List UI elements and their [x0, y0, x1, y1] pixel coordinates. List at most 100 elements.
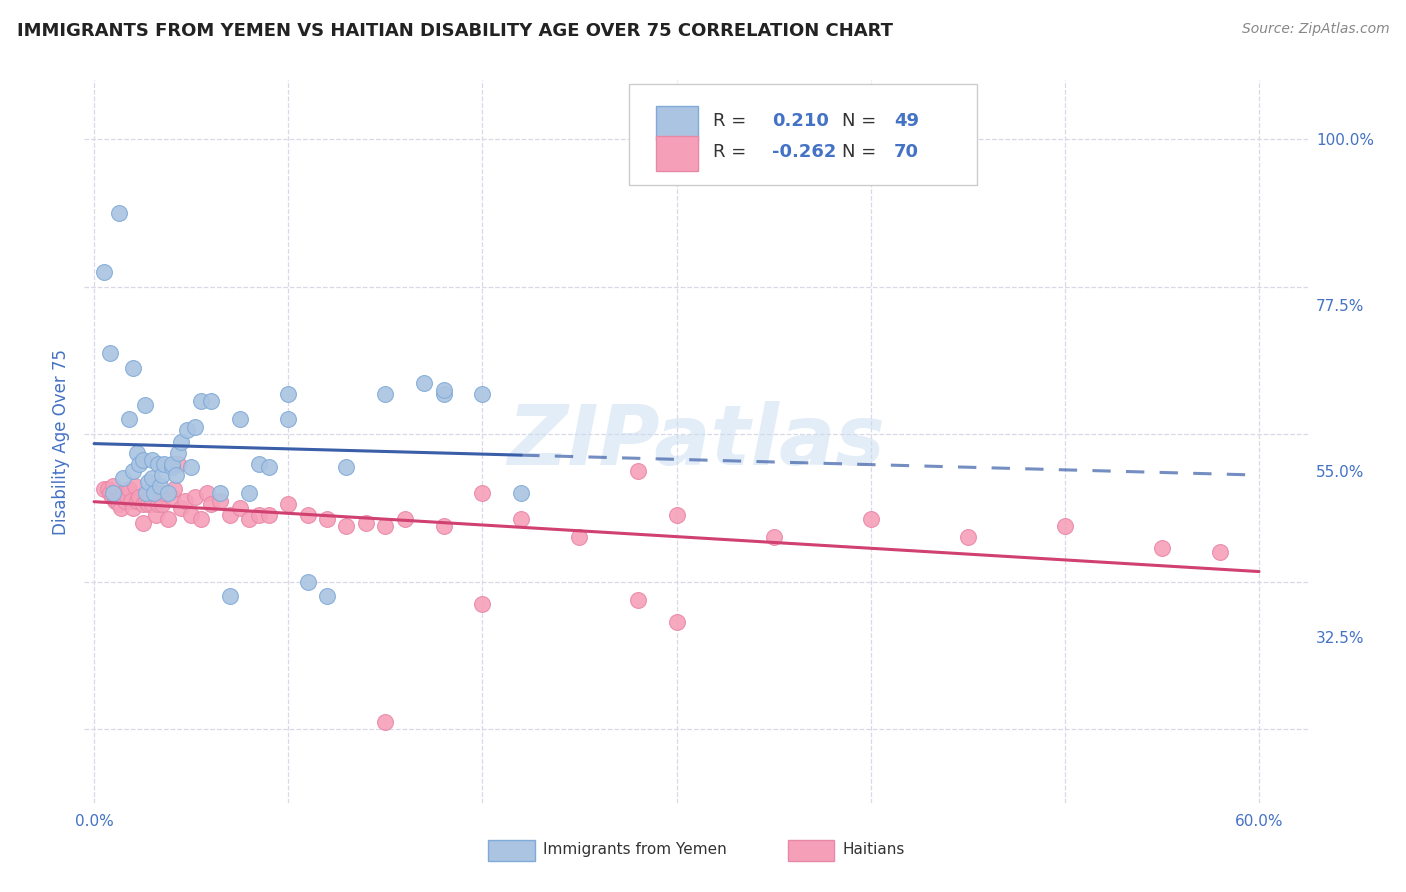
Point	[93, 483, 115, 497]
FancyBboxPatch shape	[488, 840, 534, 861]
Text: N =: N =	[842, 143, 882, 161]
Point	[153, 457, 176, 471]
Text: Haitians: Haitians	[842, 842, 905, 857]
Point	[297, 574, 319, 589]
Point	[413, 376, 436, 390]
Point	[150, 467, 173, 482]
Point	[160, 457, 183, 471]
Point	[277, 412, 299, 426]
Text: R =: R =	[713, 112, 752, 130]
Point	[118, 412, 141, 426]
Point	[131, 516, 153, 530]
Point	[143, 486, 166, 500]
Point	[143, 486, 166, 500]
Point	[209, 493, 232, 508]
Point	[200, 497, 222, 511]
Point	[108, 206, 131, 220]
Point	[190, 512, 212, 526]
Point	[184, 490, 207, 504]
Point	[141, 471, 163, 485]
Point	[219, 508, 242, 523]
Point	[97, 483, 120, 497]
Point	[141, 453, 163, 467]
Point	[170, 434, 193, 449]
Point	[166, 457, 188, 471]
Point	[103, 486, 125, 500]
Point	[125, 445, 148, 459]
Point	[200, 394, 222, 409]
Point	[1053, 519, 1076, 533]
Point	[138, 475, 160, 489]
Point	[145, 508, 167, 523]
Point	[859, 512, 882, 526]
Point	[120, 493, 142, 508]
Point	[135, 486, 157, 500]
Point	[394, 512, 416, 526]
Point	[1150, 541, 1173, 556]
Point	[139, 490, 162, 504]
Point	[432, 386, 454, 401]
Point	[104, 493, 127, 508]
Text: Immigrants from Yemen: Immigrants from Yemen	[543, 842, 727, 857]
Point	[432, 519, 454, 533]
Point	[180, 508, 202, 523]
Point	[103, 479, 125, 493]
Point	[335, 519, 357, 533]
Point	[114, 493, 136, 508]
Point	[180, 460, 202, 475]
Point	[627, 593, 650, 607]
Point	[98, 346, 121, 360]
Point	[238, 512, 260, 526]
Point	[184, 419, 207, 434]
Point	[156, 512, 179, 526]
Point	[510, 512, 533, 526]
Point	[176, 424, 198, 438]
Point	[247, 508, 270, 523]
Point	[108, 497, 131, 511]
Point	[124, 479, 146, 493]
Point	[128, 457, 150, 471]
Point	[163, 483, 186, 497]
Point	[238, 486, 260, 500]
FancyBboxPatch shape	[787, 840, 834, 861]
Point	[125, 493, 148, 508]
Point	[112, 486, 135, 500]
Point	[170, 500, 193, 515]
Point	[297, 508, 319, 523]
Point	[219, 590, 242, 604]
Point	[153, 486, 176, 500]
Text: 0.210: 0.210	[772, 112, 828, 130]
Point	[247, 457, 270, 471]
Point	[956, 530, 979, 544]
Point	[146, 497, 169, 511]
Point	[131, 453, 153, 467]
FancyBboxPatch shape	[655, 105, 699, 140]
Point	[228, 412, 250, 426]
Point	[122, 500, 145, 515]
Point	[150, 497, 173, 511]
Point	[432, 383, 454, 397]
Point	[98, 486, 121, 500]
Point	[195, 486, 218, 500]
Point	[134, 398, 156, 412]
Point	[510, 486, 533, 500]
FancyBboxPatch shape	[628, 84, 977, 185]
Point	[165, 467, 187, 482]
Point	[762, 530, 785, 544]
Point	[128, 490, 150, 504]
Text: 49: 49	[894, 112, 920, 130]
Point	[374, 714, 396, 729]
Point	[160, 460, 183, 475]
Point	[122, 464, 145, 478]
Point	[174, 493, 197, 508]
Point	[209, 486, 232, 500]
Point	[665, 615, 688, 630]
Point	[228, 500, 250, 515]
Point	[277, 497, 299, 511]
Point	[665, 508, 688, 523]
Point	[316, 590, 339, 604]
Point	[354, 516, 377, 530]
Point	[374, 519, 396, 533]
Point	[374, 386, 396, 401]
Point	[568, 530, 591, 544]
